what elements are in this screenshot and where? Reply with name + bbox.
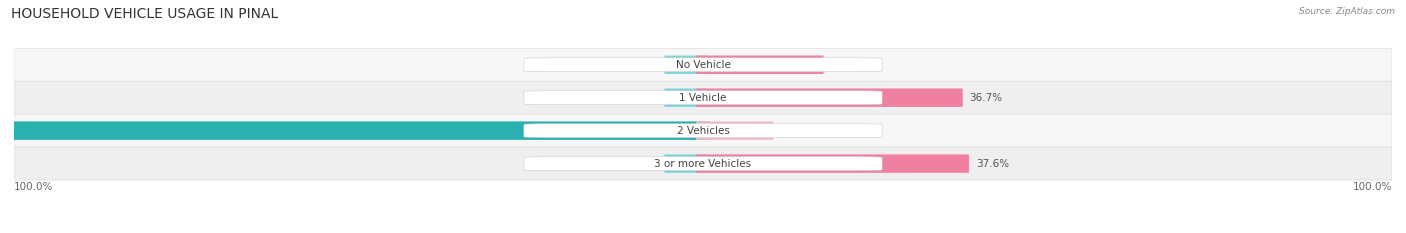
Text: 100.0%: 100.0% — [14, 182, 53, 192]
Text: 0.0%: 0.0% — [628, 60, 655, 70]
Text: HOUSEHOLD VEHICLE USAGE IN PINAL: HOUSEHOLD VEHICLE USAGE IN PINAL — [11, 7, 278, 21]
FancyBboxPatch shape — [7, 121, 710, 140]
FancyBboxPatch shape — [665, 55, 707, 74]
FancyBboxPatch shape — [524, 58, 882, 72]
FancyBboxPatch shape — [696, 121, 773, 140]
FancyBboxPatch shape — [524, 91, 882, 105]
FancyBboxPatch shape — [696, 154, 969, 173]
FancyBboxPatch shape — [696, 89, 963, 107]
Text: No Vehicle: No Vehicle — [675, 60, 731, 70]
Text: Source: ZipAtlas.com: Source: ZipAtlas.com — [1299, 7, 1395, 16]
Text: 1 Vehicle: 1 Vehicle — [679, 93, 727, 103]
FancyBboxPatch shape — [14, 114, 1392, 147]
Text: 100.0%: 100.0% — [1353, 182, 1392, 192]
Text: 36.7%: 36.7% — [970, 93, 1002, 103]
FancyBboxPatch shape — [524, 124, 882, 137]
Text: 3 or more Vehicles: 3 or more Vehicles — [654, 159, 752, 169]
FancyBboxPatch shape — [14, 147, 1392, 180]
Text: 9.2%: 9.2% — [780, 126, 807, 136]
Text: 2 Vehicles: 2 Vehicles — [676, 126, 730, 136]
Text: 16.5%: 16.5% — [831, 60, 863, 70]
FancyBboxPatch shape — [696, 55, 824, 74]
FancyBboxPatch shape — [14, 81, 1392, 114]
FancyBboxPatch shape — [524, 157, 882, 171]
Text: 37.6%: 37.6% — [976, 159, 1010, 169]
FancyBboxPatch shape — [665, 89, 707, 107]
FancyBboxPatch shape — [14, 48, 1392, 81]
Text: 0.0%: 0.0% — [628, 93, 655, 103]
Text: 0.0%: 0.0% — [628, 159, 655, 169]
FancyBboxPatch shape — [665, 154, 707, 173]
